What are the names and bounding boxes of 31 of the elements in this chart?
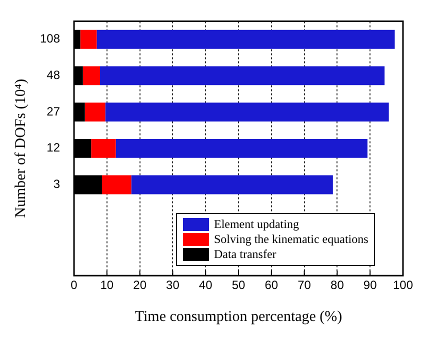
bar	[116, 138, 368, 158]
bar	[131, 175, 333, 194]
bar	[96, 30, 395, 49]
y-tick-label: 12	[46, 140, 60, 155]
x-tick-label: 70	[298, 278, 312, 292]
x-tick-label: 10	[100, 278, 114, 292]
x-tick-label: 40	[198, 278, 213, 292]
y-tick-label: 27	[46, 104, 60, 118]
bar	[100, 66, 385, 86]
x-tick-label: 90	[363, 278, 378, 292]
bar	[91, 138, 116, 158]
y-axis-title: Number of DOFs (10⁴)	[12, 78, 29, 218]
x-tick-label: 20	[133, 278, 147, 292]
x-axis-title: Time consumption percentage (%)	[134, 308, 342, 325]
y-tick-label: 3	[53, 177, 60, 192]
bar	[82, 66, 100, 86]
legend-label: Data transfer	[214, 246, 276, 262]
legend-label: Element updating	[214, 216, 299, 232]
bar	[105, 102, 389, 122]
x-tick-label: 60	[264, 278, 278, 292]
y-tick-label: 48	[46, 68, 60, 82]
bar	[80, 30, 97, 49]
bar	[102, 175, 132, 194]
x-tick-label: 50	[232, 278, 246, 292]
bar	[84, 102, 106, 122]
y-tick-label: 108	[40, 32, 60, 46]
x-tick-label: 100	[392, 278, 414, 292]
x-tick-label: 30	[166, 278, 180, 292]
x-tick-label: 0	[70, 278, 78, 292]
legend-label: Solving the kinematic equations	[214, 232, 368, 247]
x-tick-label: 80	[330, 278, 344, 292]
